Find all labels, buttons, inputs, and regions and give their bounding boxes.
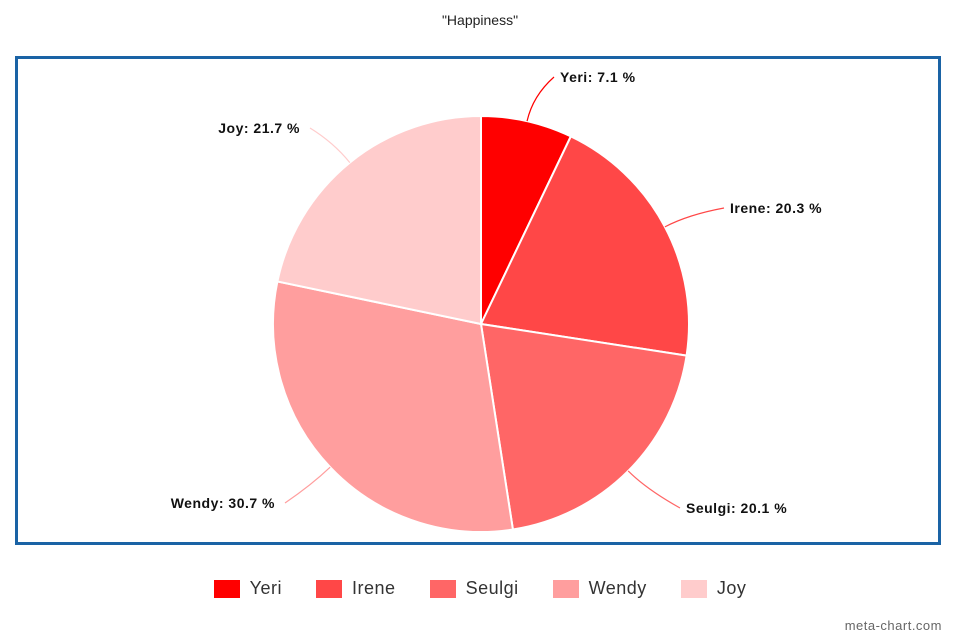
slice-label-seulgi: Seulgi: 20.1 % <box>686 500 787 516</box>
slice-label-wendy: Wendy: 30.7 % <box>171 495 275 511</box>
slice-label-joy: Joy: 21.7 % <box>218 120 300 136</box>
legend-swatch <box>680 579 707 598</box>
legend-item-irene[interactable]: Irene <box>316 578 396 599</box>
legend-item-yeri[interactable]: Yeri <box>213 578 283 599</box>
legend-label: Wendy <box>588 578 647 598</box>
leader-line-seulgi <box>627 470 681 509</box>
legend-swatch <box>429 579 456 598</box>
legend-item-seulgi[interactable]: Seulgi <box>429 578 519 599</box>
pie-slice-seulgi <box>479 322 688 531</box>
chart-title: "Happiness" <box>441 12 519 28</box>
legend-swatch <box>316 579 343 598</box>
pie-slice-irene <box>479 135 690 357</box>
legend-swatch <box>213 579 240 598</box>
legend-label: Yeri <box>249 578 283 598</box>
legend-label: Seulgi <box>465 578 519 598</box>
leader-line-irene <box>664 207 725 228</box>
legend-swatch <box>552 579 579 598</box>
leader-line-yeri <box>526 76 555 122</box>
legend-label: Irene <box>352 578 396 598</box>
pie-slice-joy <box>276 114 482 326</box>
pie-slice-wendy <box>272 280 515 533</box>
leader-line-wendy <box>284 466 331 504</box>
slice-label-irene: Irene: 20.3 % <box>730 200 822 216</box>
slice-label-yeri: Yeri: 7.1 % <box>560 69 636 85</box>
legend-label: Joy <box>716 578 747 598</box>
leader-line-joy <box>309 127 351 163</box>
legend-item-joy[interactable]: Joy <box>680 578 747 599</box>
legend: Yeri Irene Seulgi Wendy Joy <box>0 578 960 599</box>
watermark: meta-chart.com <box>844 618 942 633</box>
legend-item-wendy[interactable]: Wendy <box>552 578 647 599</box>
